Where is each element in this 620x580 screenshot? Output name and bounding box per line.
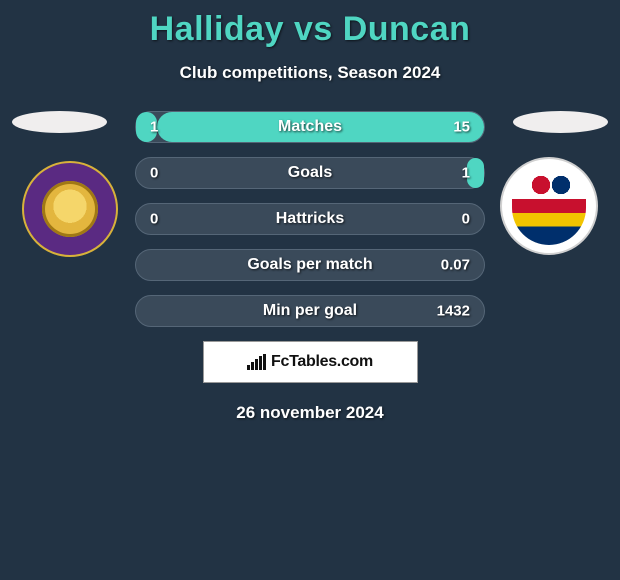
stat-row: 1 Matches 15 (135, 111, 485, 143)
stat-row: Min per goal 1432 (135, 295, 485, 327)
watermark[interactable]: FcTables.com (203, 341, 418, 383)
stat-label: Hattricks (276, 210, 344, 228)
stat-row: 0 Hattricks 0 (135, 203, 485, 235)
date-text: 26 november 2024 (0, 403, 620, 423)
watermark-text: FcTables.com (271, 353, 373, 371)
stat-label: Goals (288, 164, 332, 182)
stat-right-value: 0 (462, 211, 470, 228)
stats-list: 1 Matches 15 0 Goals 1 0 Hattricks 0 Goals per ma… (135, 111, 485, 327)
stat-right-value: 1 (462, 165, 470, 182)
stat-label: Goals per match (247, 256, 372, 274)
stat-row: 0 Goals 1 (135, 157, 485, 189)
stat-right-value: 0.07 (441, 257, 470, 274)
stat-left-value: 1 (150, 119, 158, 136)
ny-red-bulls-crest (500, 157, 598, 255)
orlando-city-crest (22, 161, 118, 257)
shadow-right (513, 111, 608, 133)
shadow-left (12, 111, 107, 133)
stat-row: Goals per match 0.07 (135, 249, 485, 281)
page-title: Halliday vs Duncan (0, 10, 620, 49)
main-area: 1 Matches 15 0 Goals 1 0 Hattricks 0 Goals per ma… (0, 111, 620, 423)
stat-left-value: 0 (150, 211, 158, 228)
stat-right-value: 15 (453, 119, 470, 136)
stat-right-value: 1432 (437, 303, 470, 320)
subtitle: Club competitions, Season 2024 (0, 63, 620, 83)
stat-label: Min per goal (263, 302, 357, 320)
stat-label: Matches (278, 118, 342, 136)
comparison-card: Halliday vs Duncan Club competitions, Se… (0, 0, 620, 423)
bar-chart-icon (247, 354, 267, 370)
stat-left-value: 0 (150, 165, 158, 182)
